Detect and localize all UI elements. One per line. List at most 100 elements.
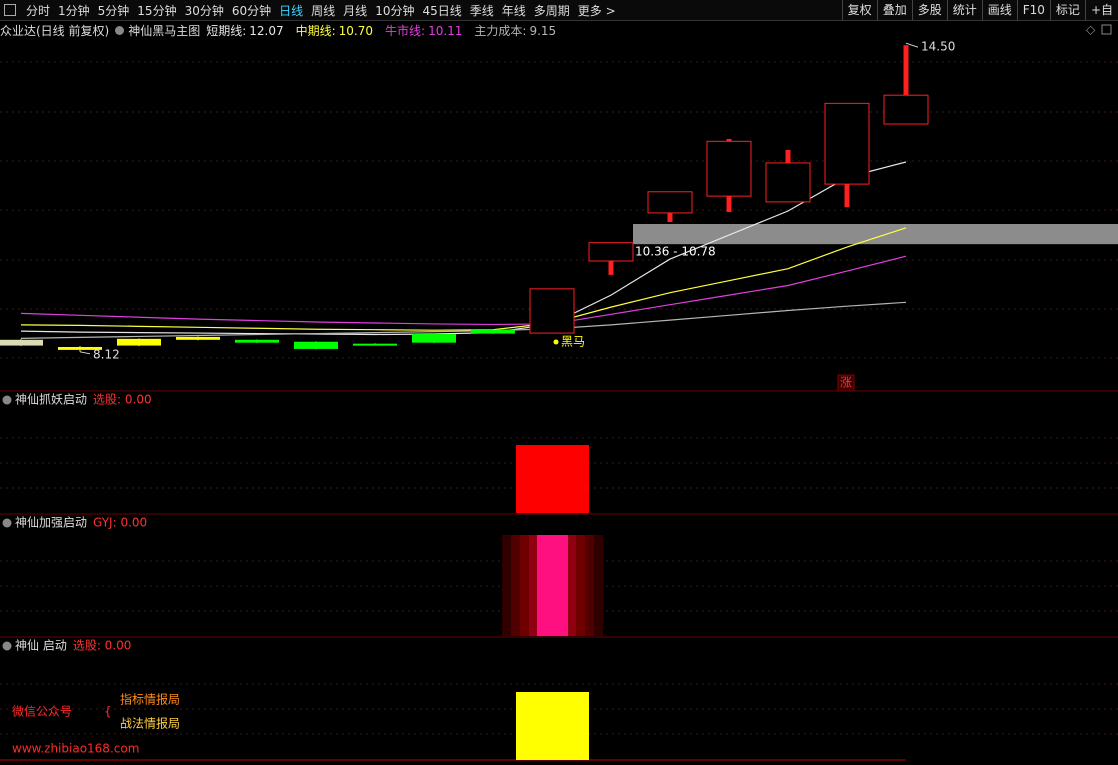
- signal-label: 黑马: [561, 335, 585, 349]
- signal-bar: [516, 445, 589, 513]
- period-tab[interactable]: 60分钟: [231, 3, 272, 18]
- panel-title: 神仙加强启动: [15, 516, 87, 530]
- tool-button[interactable]: 统计: [946, 0, 982, 20]
- chart-header: 众业达(日线 前复权) 神仙黑马主图 短期线: 12.07 中期线: 10.70 牛市线…: [0, 21, 572, 39]
- period-tab[interactable]: 日线: [279, 3, 304, 18]
- tool-list: 复权 叠加 多股 统计 画线 F10 标记 +自: [841, 0, 1118, 20]
- signal-bar: [537, 535, 568, 636]
- tool-button[interactable]: 复权: [841, 0, 877, 20]
- period-tab[interactable]: 多周期: [533, 3, 570, 18]
- candle-body: [706, 140, 752, 197]
- period-tab[interactable]: 10分钟: [375, 3, 415, 18]
- collapse-icon[interactable]: [2, 641, 12, 651]
- collapse-icon[interactable]: [2, 395, 12, 405]
- candle-body: [529, 288, 575, 334]
- tool-button[interactable]: +自: [1084, 0, 1118, 20]
- low-arrow: [79, 351, 91, 355]
- period-tab[interactable]: 30分钟: [184, 3, 224, 18]
- tool-button[interactable]: 多股: [911, 0, 947, 20]
- indicator-name: 神仙黑马主图: [128, 23, 201, 38]
- signal-stripe: [511, 535, 520, 636]
- legend-item: 牛市线: 10.11: [385, 22, 466, 39]
- candle-body: [294, 341, 338, 349]
- watermark-account: 微信公众号: [12, 705, 72, 719]
- signal-stripe: [576, 535, 585, 636]
- legend-label: 中期线:: [295, 23, 336, 38]
- candle-body: [471, 329, 515, 334]
- candle-body: [0, 339, 43, 346]
- signal-stripe: [585, 535, 594, 636]
- candle-body: [824, 102, 870, 185]
- period-tab[interactable]: 1分钟: [58, 3, 90, 18]
- period-tab[interactable]: 季线: [469, 3, 494, 18]
- watermark-name: 指标情报局: [120, 692, 180, 707]
- signal-stripe: [502, 535, 511, 636]
- candle-body: [765, 162, 811, 203]
- stock-name: 众业达(日线 前复权): [0, 23, 110, 38]
- price-band: [633, 223, 1118, 245]
- indicator-line: [20, 255, 907, 326]
- legend-item: 主力成本: 9.15: [474, 22, 560, 39]
- tool-button[interactable]: 标记: [1049, 0, 1085, 20]
- signal-bar: [516, 692, 589, 760]
- candle-body: [883, 94, 929, 125]
- low-label: 8.12: [93, 347, 120, 361]
- period-tab[interactable]: 5分钟: [97, 3, 130, 18]
- signal-stripe: [594, 535, 603, 636]
- period-tab[interactable]: 年线: [501, 3, 526, 18]
- candle-body: [176, 336, 220, 340]
- collapse-icon[interactable]: [115, 25, 125, 35]
- candle-body: [58, 347, 102, 350]
- legend-value: 12.07: [249, 23, 284, 38]
- period-tab[interactable]: 周线: [311, 3, 336, 18]
- signal-stripe: [520, 535, 529, 636]
- indicator-line: [20, 301, 907, 339]
- candle-body: [588, 242, 634, 262]
- toolbar: 分时 1分钟 5分钟 15分钟 30分钟 60分钟 日线 周线 月线 10分钟 45日线 季线 年线 多周…: [0, 0, 1118, 21]
- period-tab[interactable]: 更多 >: [577, 3, 616, 18]
- watermark-url: www.zhibiao168.com: [12, 742, 139, 756]
- settings-icon: ◇: [1086, 23, 1096, 37]
- collapse-icon[interactable]: [2, 518, 12, 528]
- panel-output: GYJ: 0.00: [93, 516, 147, 530]
- period-tab[interactable]: 分时: [26, 3, 51, 18]
- candle-body: [235, 339, 279, 343]
- legend: 短期线: 12.07 中期线: 10.70 牛市线: 10.11 主力成本: 9.15: [206, 22, 568, 39]
- signal-dot: [553, 339, 559, 345]
- period-list: 分时 1分钟 5分钟 15分钟 30分钟 60分钟 日线 周线 月线 10分钟 45日线 季线 年线 多周…: [22, 2, 620, 19]
- panel-title: 神仙 启动: [15, 639, 67, 653]
- tool-button[interactable]: 画线: [981, 0, 1017, 20]
- legend-label: 牛市线:: [385, 23, 426, 38]
- tool-button[interactable]: F10: [1016, 0, 1050, 20]
- period-tab[interactable]: 15分钟: [137, 3, 177, 18]
- panel-output: 选股: 0.00: [73, 639, 132, 653]
- period-tab[interactable]: 月线: [343, 3, 368, 18]
- legend-value: 10.11: [428, 23, 463, 38]
- high-arrow: [905, 42, 919, 48]
- window-icon: [1101, 24, 1112, 35]
- legend-item: 中期线: 10.70: [296, 22, 377, 39]
- candle-body: [412, 334, 456, 343]
- panel-output: 选股: 0.00: [93, 393, 152, 407]
- signal-stripe: [529, 535, 538, 636]
- tool-button[interactable]: 叠加: [876, 0, 912, 20]
- indicator-line: [20, 161, 907, 336]
- legend-value: 9.15: [529, 23, 557, 38]
- candle-body: [353, 343, 397, 346]
- legend-label: 主力成本:: [474, 23, 527, 38]
- candle-wick: [903, 45, 909, 125]
- candle-body: [647, 191, 693, 214]
- signal-stripe: [567, 535, 576, 636]
- legend-item: 短期线: 12.07: [206, 22, 287, 39]
- rise-tag: 涨: [840, 375, 852, 390]
- panel-title: 神仙抓妖启动: [15, 393, 87, 407]
- legend-label: 短期线:: [206, 23, 247, 38]
- period-tab[interactable]: 45日线: [422, 3, 462, 18]
- high-label: 14.50: [921, 40, 955, 54]
- menu-icon[interactable]: [4, 4, 16, 16]
- watermark-name: 战法情报局: [120, 716, 180, 731]
- legend-value: 10.70: [338, 23, 374, 38]
- indicator-line: [20, 227, 907, 331]
